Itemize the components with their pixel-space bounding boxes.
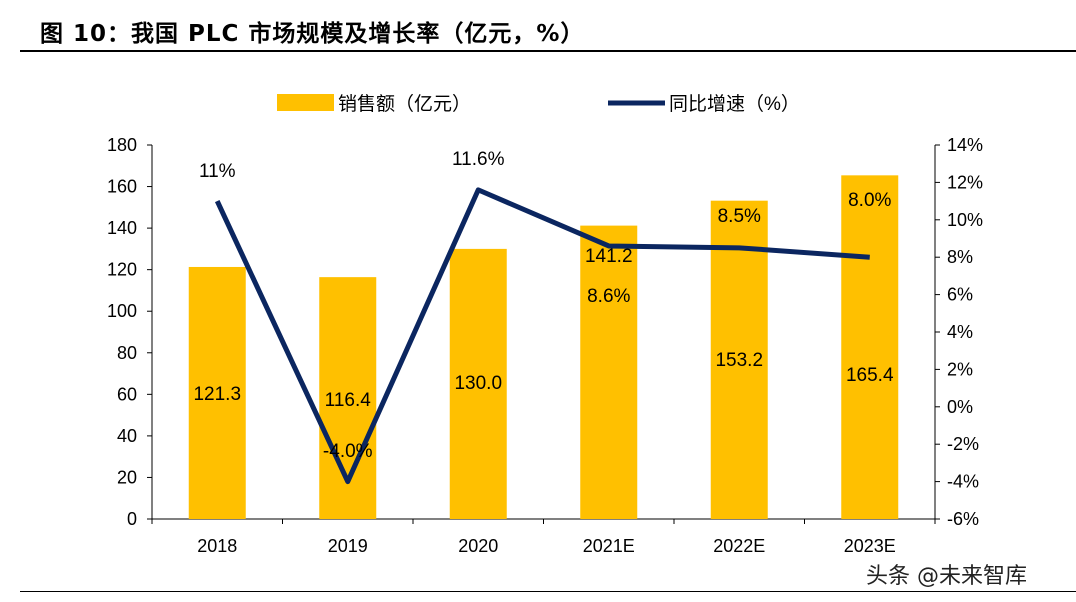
x-tick-label: 2018 — [197, 536, 237, 556]
right-tick-label: 10% — [947, 210, 983, 230]
x-tick-label: 2020 — [458, 536, 498, 556]
x-tick-label: 2019 — [328, 536, 368, 556]
left-tick-label: 180 — [107, 135, 137, 155]
right-tick-label: -2% — [947, 434, 979, 454]
line-value-label: 11.6% — [452, 149, 505, 170]
left-tick-label: 80 — [117, 343, 137, 363]
growth-line — [214, 187, 870, 485]
left-tick-label: 120 — [107, 260, 137, 280]
left-tick-label: 60 — [117, 384, 137, 404]
left-tick-label: 160 — [107, 177, 137, 197]
bar-value-label: 116.4 — [325, 390, 372, 411]
bar-value-label: 141.2 — [585, 246, 633, 267]
line-value-label: 11% — [199, 161, 236, 182]
bar-value-label: 153.2 — [715, 350, 763, 371]
right-tick-label: 8% — [947, 247, 973, 267]
line-value-label: -4.0% — [323, 441, 373, 462]
x-tick-label: 2023E — [844, 536, 896, 556]
right-tick-label: -4% — [947, 472, 979, 492]
right-tick-label: 14% — [947, 135, 983, 155]
bar-value-label: 130.0 — [454, 373, 502, 394]
left-tick-label: 100 — [107, 301, 137, 321]
legend-swatch-bar — [277, 94, 334, 111]
right-tick-label: 6% — [947, 285, 973, 305]
left-tick-label: 20 — [117, 467, 137, 487]
title-rule — [20, 50, 1076, 52]
watermark: 头条 @未来智库 — [866, 564, 1027, 589]
right-tick-label: 12% — [947, 172, 983, 192]
right-tick-label: 4% — [947, 322, 973, 342]
bar — [449, 248, 507, 519]
x-tick-label: 2022E — [713, 536, 765, 556]
legend-label-bar: 销售额（亿元） — [338, 93, 471, 115]
left-tick-label: 0 — [127, 509, 137, 529]
left-tick-label: 40 — [117, 426, 137, 446]
left-tick-label: 140 — [107, 218, 137, 238]
line-value-label: 8.5% — [718, 206, 761, 227]
bottom-rule — [20, 591, 1076, 592]
bar — [841, 175, 899, 519]
right-tick-label: -6% — [947, 509, 979, 529]
x-tick-label: 2021E — [583, 536, 635, 556]
bar-value-label: 165.4 — [846, 365, 894, 386]
bar — [710, 200, 768, 519]
figure-title: 图 10：我国 PLC 市场规模及增长率（亿元，%） — [40, 21, 585, 47]
legend-label-line: 同比增速（%） — [669, 93, 800, 115]
bar — [188, 266, 246, 519]
line-value-label: 8.0% — [848, 190, 891, 211]
right-tick-label: 0% — [947, 397, 973, 417]
line-value-label: 8.6% — [587, 286, 630, 307]
right-tick-label: 2% — [947, 359, 973, 379]
bar-value-label: 121.3 — [193, 384, 241, 405]
bar — [580, 225, 638, 519]
